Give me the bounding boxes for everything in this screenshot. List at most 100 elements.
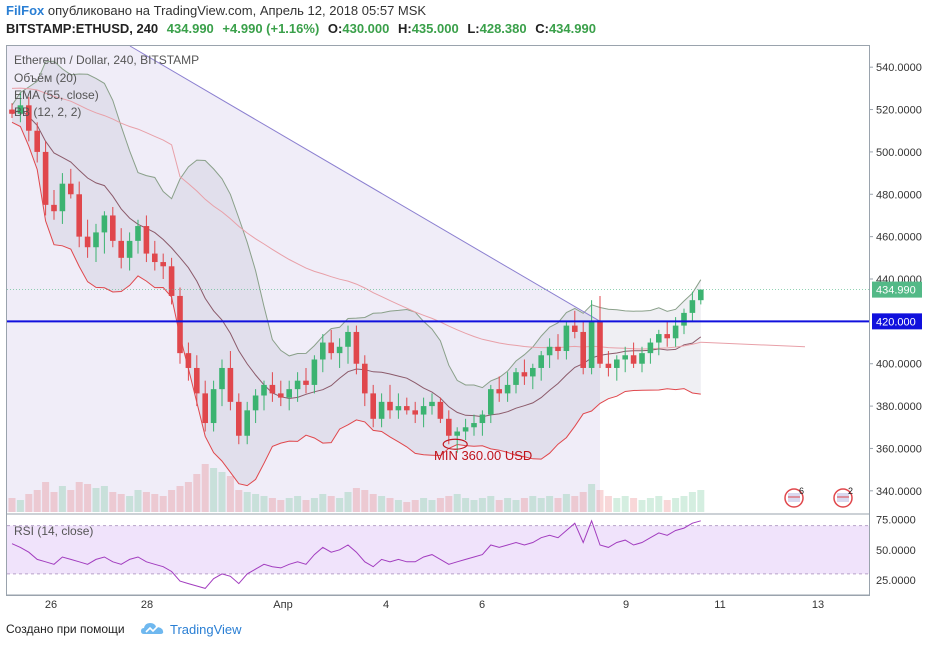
time-tick-label: 4 xyxy=(383,599,389,611)
candle-body xyxy=(210,389,217,424)
candle-body xyxy=(185,353,192,368)
candle-body xyxy=(168,266,175,296)
candle-body xyxy=(9,109,15,114)
level-price-tag xyxy=(872,313,922,330)
candle-body xyxy=(194,367,200,394)
rsi-tick-label: 50.0000 xyxy=(876,545,916,557)
candle-body xyxy=(244,410,250,436)
candle-body xyxy=(101,215,108,233)
candle-body xyxy=(454,431,460,436)
candle-body xyxy=(336,346,343,354)
time-tick-label: 9 xyxy=(623,599,629,611)
legend-ema[interactable]: EMA (55, close) xyxy=(14,88,99,102)
volume-bar xyxy=(92,488,100,512)
volume-bar xyxy=(571,496,579,512)
volume-bar xyxy=(462,498,470,512)
candle-body xyxy=(546,346,553,356)
volume-bar xyxy=(235,490,243,512)
volume-bar xyxy=(697,490,705,512)
volume-bar xyxy=(646,498,654,512)
candle-body xyxy=(395,406,402,411)
volume-bar xyxy=(378,496,386,512)
bollinger-lower xyxy=(11,121,701,487)
min-annotation: MIN 360.00 USD xyxy=(434,448,532,463)
volume-bar xyxy=(67,490,75,512)
candle-body xyxy=(378,401,385,419)
candle-body xyxy=(160,262,166,267)
candle-body xyxy=(26,105,32,131)
volume-bar xyxy=(84,484,92,512)
candle-body xyxy=(496,389,502,394)
last-price-tag-text: 434.990 xyxy=(876,285,916,297)
candle-body xyxy=(572,325,578,332)
last-price-tag xyxy=(872,281,922,298)
volume-bar xyxy=(420,498,428,512)
volume-bar xyxy=(495,500,503,512)
candle-body xyxy=(135,226,141,241)
volume-bar xyxy=(638,500,646,512)
candle-body xyxy=(513,372,519,385)
open-value: 430.000 xyxy=(342,21,390,36)
bollinger-fill xyxy=(12,61,701,486)
volume-bar xyxy=(344,492,352,512)
candle-body xyxy=(320,342,326,360)
candle-body xyxy=(59,183,66,212)
candle-body xyxy=(530,367,536,377)
volume-bar xyxy=(453,494,461,512)
volume-bar xyxy=(520,498,528,512)
candle-body xyxy=(370,393,376,419)
tradingview-cloud-icon[interactable] xyxy=(140,620,166,638)
rsi-tick-label: 25.0000 xyxy=(876,575,916,587)
symbol-label: BITSTAMP:ETHUSD, 240 xyxy=(6,21,159,36)
price-tick-label: 400.0000 xyxy=(876,359,922,371)
volume-bar xyxy=(512,500,520,512)
legend-rsi[interactable]: RSI (14, close) xyxy=(14,524,94,538)
candle-body xyxy=(311,359,318,385)
candle-body xyxy=(269,384,276,394)
volume-bar xyxy=(159,496,167,512)
candle-body xyxy=(252,395,259,411)
tradingview-link[interactable]: TradingView xyxy=(170,622,242,637)
candle-body xyxy=(689,300,696,313)
author-link[interactable]: FilFox xyxy=(6,3,45,18)
rsi-tick-label: 75.0000 xyxy=(876,515,916,527)
volume-bar xyxy=(478,498,486,512)
legend-bb[interactable]: BB (12, 2, 2) xyxy=(14,105,82,119)
volume-bar xyxy=(604,496,612,512)
volume-bar xyxy=(445,496,453,512)
candle-body xyxy=(437,401,444,419)
open-label: O: xyxy=(327,21,343,36)
volume-bar xyxy=(58,486,66,512)
candle-body xyxy=(614,359,620,368)
event-count: 6 xyxy=(799,486,804,496)
volume-bar xyxy=(285,498,293,512)
volume-bar xyxy=(16,500,24,512)
price-tick-label: 520.0000 xyxy=(876,105,922,117)
volume-bar xyxy=(529,496,537,512)
candle-body xyxy=(563,325,570,352)
volume-bar xyxy=(218,472,226,512)
level-price-tag-text: 420.000 xyxy=(876,316,916,328)
volume-bar xyxy=(302,500,310,512)
volume-bar xyxy=(33,490,41,512)
candle-body xyxy=(630,355,637,364)
last-price: 434.990 xyxy=(166,21,214,36)
volume-bar xyxy=(252,494,260,512)
candle-body xyxy=(177,295,183,354)
volume-bar xyxy=(352,488,360,512)
volume-bar xyxy=(411,500,419,512)
candle-body xyxy=(294,380,301,390)
candle-body xyxy=(110,215,116,241)
time-tick-label: 28 xyxy=(141,599,153,611)
volume-bar xyxy=(277,500,285,512)
candle-body xyxy=(345,331,351,347)
volume-bar xyxy=(596,490,604,512)
candle-body xyxy=(84,236,91,248)
candle-body xyxy=(353,331,360,364)
time-tick-label: Апр xyxy=(273,599,292,611)
ema-projection xyxy=(700,341,806,348)
legend-volume[interactable]: Объём (20) xyxy=(14,71,77,85)
volume-bar xyxy=(562,494,570,512)
volume-bar xyxy=(243,492,251,512)
